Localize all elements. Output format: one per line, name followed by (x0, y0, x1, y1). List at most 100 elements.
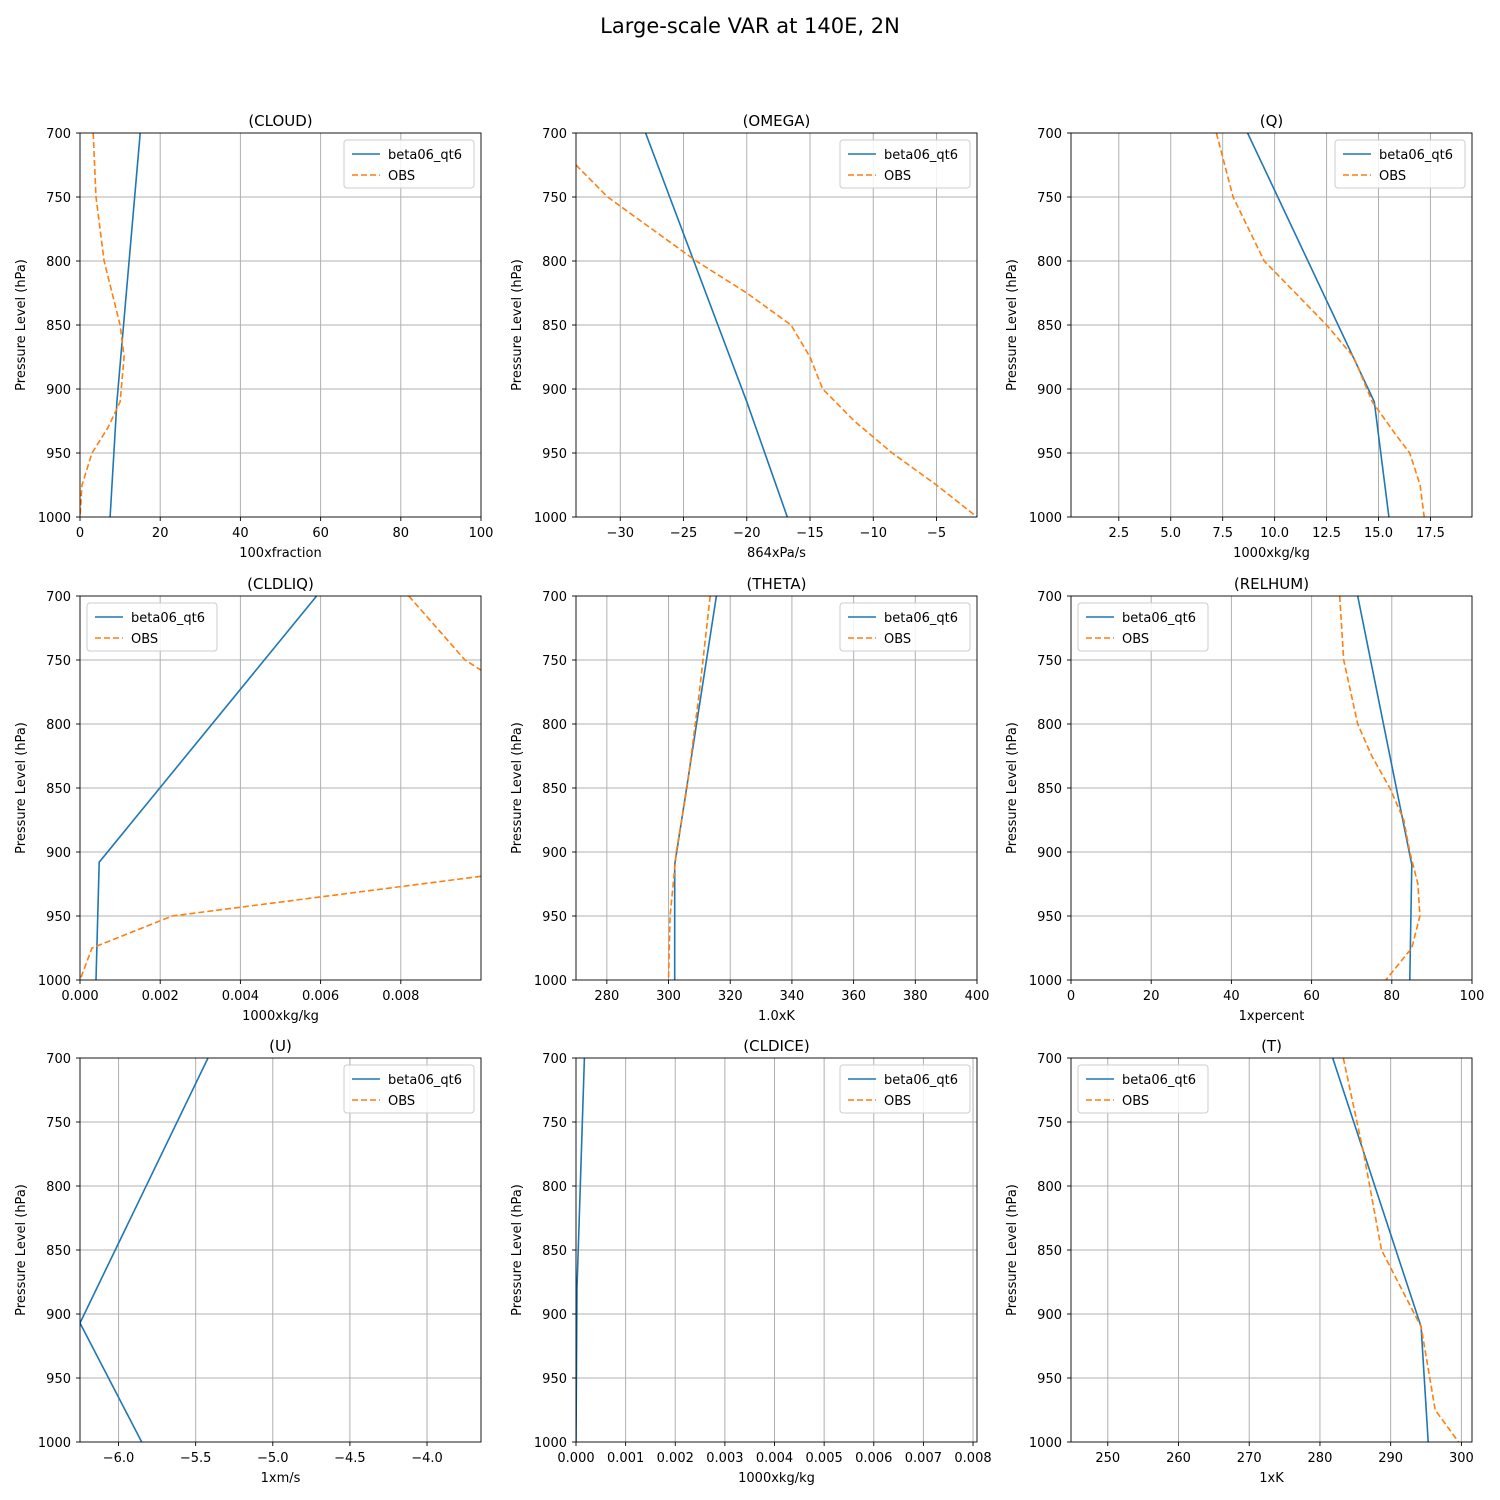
subplot-title: (CLDICE) (743, 1037, 809, 1055)
y-axis-label: Pressure Level (hPa) (510, 1184, 525, 1316)
x-tick-label: −5.5 (180, 1451, 212, 1466)
y-tick-label: 750 (46, 654, 71, 669)
x-tick-label: 0.004 (222, 989, 259, 1004)
legend-box (839, 1064, 971, 1114)
legend: beta06_qt6 OBS (1334, 139, 1466, 189)
y-tick-label: 850 (46, 782, 71, 797)
x-tick-label: 290 (1378, 1451, 1403, 1466)
y-axis-label: Pressure Level (hPa) (14, 1184, 29, 1316)
x-tick-label: 0.002 (657, 1451, 694, 1466)
y-tick-label: 800 (46, 718, 71, 733)
subplot-theta: 280 300 320 340 360 380 400 700 750 800 850 900 950 1… (510, 575, 989, 1024)
y-axis-label: Pressure Level (hPa) (510, 722, 525, 854)
x-tick-label: −30 (607, 526, 634, 541)
legend-box (1334, 139, 1466, 189)
legend-label: beta06_qt6 (388, 1073, 462, 1088)
x-tick-label: 7.5 (1212, 526, 1233, 541)
legend-label: beta06_qt6 (884, 1073, 958, 1088)
y-tick-label: 850 (46, 1244, 71, 1259)
x-tick-label: 0 (1067, 989, 1075, 1004)
y-tick-label: 800 (1037, 1180, 1062, 1195)
y-tick-label: 1000 (38, 1436, 71, 1451)
x-tick-label: −20 (733, 526, 760, 541)
subplot-relhum: 0 20 40 60 80 100 700 750 800 850 900 950 1000 (RELHU… (1005, 575, 1484, 1024)
y-tick-label: 900 (46, 846, 71, 861)
y-tick-label: 950 (1037, 447, 1062, 462)
subplot-cldice: 0.000 0.001 0.002 0.003 0.004 0.005 0.006 0.007… (510, 1037, 992, 1486)
y-axis-label: Pressure Level (hPa) (1005, 722, 1020, 854)
y-tick-label: 800 (542, 1180, 567, 1195)
x-tick-label: −4.0 (411, 1451, 443, 1466)
y-tick-label: 700 (46, 127, 71, 142)
x-axis-label: 1xK (1259, 1471, 1284, 1486)
x-tick-label: 80 (1384, 989, 1401, 1004)
y-tick-label: 950 (46, 1372, 71, 1387)
legend-label: beta06_qt6 (1122, 1073, 1196, 1088)
y-tick-label: 900 (1037, 1308, 1062, 1323)
legend-label: beta06_qt6 (884, 148, 958, 163)
x-tick-label: 60 (312, 526, 329, 541)
y-tick-label: 1000 (1029, 511, 1062, 526)
x-tick-label: 320 (718, 989, 743, 1004)
y-tick-label: 900 (542, 1308, 567, 1323)
legend: beta06_qt6 OBS (1077, 1064, 1209, 1114)
x-tick-label: 400 (965, 989, 990, 1004)
y-tick-label: 900 (1037, 383, 1062, 398)
y-tick-label: 950 (542, 1372, 567, 1387)
x-tick-label: −25 (670, 526, 697, 541)
obs-line (1215, 133, 1425, 517)
x-tick-label: 10.0 (1260, 526, 1289, 541)
x-tick-label: 20 (1143, 989, 1160, 1004)
y-tick-label: 850 (542, 319, 567, 334)
y-tick-label: 800 (542, 255, 567, 270)
y-tick-label: 1000 (534, 511, 567, 526)
x-tick-label: 17.5 (1416, 526, 1445, 541)
subplot-q: 2.5 5.0 7.5 10.0 12.5 15.0 17.5 700 750 800 850 900… (1005, 112, 1473, 561)
legend-label: OBS (884, 1094, 911, 1109)
model-line (95, 596, 318, 980)
x-tick-label: 0.001 (607, 1451, 644, 1466)
legend-label: OBS (884, 632, 911, 647)
subplot-t: 250 260 270 280 290 300 700 750 800 850 900 950 1000… (1005, 1037, 1474, 1486)
subplot-title: (U) (269, 1037, 292, 1055)
x-tick-label: 0.005 (806, 1451, 843, 1466)
x-tick-label: 280 (594, 989, 619, 1004)
y-tick-label: 750 (542, 191, 567, 206)
y-tick-label: 950 (46, 447, 71, 462)
y-tick-label: 850 (1037, 782, 1062, 797)
y-tick-label: 700 (1037, 127, 1062, 142)
y-tick-label: 700 (46, 1052, 71, 1067)
x-tick-label: 250 (1095, 1451, 1120, 1466)
x-tick-label: −4.5 (334, 1451, 366, 1466)
y-tick-label: 700 (1037, 1052, 1062, 1067)
legend: beta06_qt6 OBS (839, 139, 971, 189)
y-tick-label: 850 (542, 782, 567, 797)
y-tick-label: 950 (1037, 910, 1062, 925)
y-tick-label: 1000 (1029, 974, 1062, 989)
legend-box (1077, 1064, 1209, 1114)
y-tick-label: 900 (1037, 846, 1062, 861)
y-tick-label: 950 (1037, 1372, 1062, 1387)
legend-label: OBS (1379, 169, 1406, 184)
y-tick-label: 750 (1037, 1116, 1062, 1131)
x-tick-label: 15.0 (1364, 526, 1393, 541)
model-line (109, 133, 141, 517)
y-tick-label: 700 (46, 590, 71, 605)
x-tick-label: 380 (903, 989, 928, 1004)
y-tick-label: 750 (542, 1116, 567, 1131)
x-axis-label: 1000xkg/kg (242, 1009, 319, 1024)
x-tick-label: −5.0 (257, 1451, 289, 1466)
y-axis-label: Pressure Level (hPa) (1005, 1184, 1020, 1316)
subplot-u: −6.0 −5.5 −5.0 −4.5 −4.0 700 750 800 850 900 950 10… (14, 1037, 482, 1486)
legend-label: OBS (131, 632, 158, 647)
legend: beta06_qt6 OBS (1077, 602, 1209, 652)
legend: beta06_qt6 OBS (839, 1064, 971, 1114)
y-tick-label: 800 (1037, 255, 1062, 270)
x-tick-label: 0.007 (905, 1451, 942, 1466)
x-tick-label: 270 (1237, 1451, 1262, 1466)
y-tick-label: 1000 (1029, 1436, 1062, 1451)
y-tick-label: 1000 (38, 511, 71, 526)
x-tick-label: 5.0 (1160, 526, 1181, 541)
x-tick-label: 280 (1308, 1451, 1333, 1466)
x-tick-label: 0 (76, 526, 84, 541)
